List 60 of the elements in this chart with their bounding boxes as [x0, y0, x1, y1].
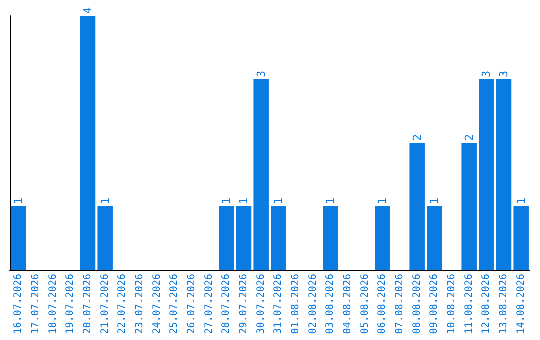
bar: [219, 206, 234, 270]
x-tick-label: 20.07.2026: [82, 274, 94, 334]
bar: [479, 80, 494, 270]
x-tick-label: 04.08.2026: [342, 274, 354, 334]
bar: [375, 206, 390, 270]
data-label: 3: [498, 70, 510, 78]
bar: [80, 16, 96, 270]
bar: [514, 206, 529, 270]
x-tick-label: 28.07.2026: [221, 274, 232, 334]
data-label: 1: [514, 198, 528, 204]
data-label: 1: [272, 198, 286, 204]
bar: [271, 206, 286, 270]
bar: [496, 80, 512, 270]
x-tick-label: 01.08.2026: [290, 274, 302, 334]
x-tick-label: 27.07.2026: [204, 274, 215, 334]
data-label: 1: [220, 198, 234, 204]
x-tick-label: 09.08.2026: [429, 274, 440, 334]
data-label: 1: [12, 198, 26, 204]
data-label: 1: [324, 198, 338, 204]
bar: [236, 206, 252, 270]
x-tick-label: 05.08.2026: [360, 274, 371, 334]
x-tick-label: 24.07.2026: [152, 274, 163, 334]
data-label: 4: [82, 7, 94, 14]
bar: [427, 206, 442, 270]
data-label: 1: [376, 198, 390, 204]
bar: [254, 80, 269, 270]
x-tick-label: 29.07.2026: [238, 274, 250, 334]
data-label: 1: [98, 198, 112, 204]
data-label: 1: [238, 198, 250, 204]
x-tick-label: 21.07.2026: [100, 274, 111, 334]
x-tick-label: 13.08.2026: [498, 274, 510, 334]
data-label: 2: [462, 134, 476, 141]
x-tick-label: 19.07.2026: [65, 274, 76, 334]
x-tick-label: 17.07.2026: [30, 274, 42, 334]
x-tick-label: 03.08.2026: [325, 274, 336, 334]
x-tick-label: 11.08.2026: [464, 274, 475, 334]
x-tick-label: 31.07.2026: [273, 274, 284, 334]
x-tick-label: 23.07.2026: [134, 274, 146, 334]
data-label: 1: [428, 198, 442, 204]
x-tick-label: 25.07.2026: [169, 274, 180, 334]
bar: [410, 143, 425, 270]
x-tick-label: 02.08.2026: [308, 274, 319, 334]
bar: [323, 206, 338, 270]
x-tick-label: 07.08.2026: [394, 274, 406, 334]
x-tick-label: 10.08.2026: [446, 274, 458, 334]
x-tick-label: 06.08.2026: [377, 274, 388, 334]
x-tick-label: 22.07.2026: [117, 274, 128, 334]
x-tick-label: 08.08.2026: [412, 274, 423, 334]
bar: [462, 143, 477, 270]
x-tick-label: 14.08.2026: [516, 274, 527, 334]
bar: [98, 206, 113, 270]
x-tick-label: 16.07.2026: [13, 274, 24, 334]
x-tick-label: 26.07.2026: [186, 274, 198, 334]
bar: [11, 206, 26, 270]
data-label: 2: [410, 134, 424, 141]
data-label: 3: [480, 70, 494, 78]
data-label: 3: [254, 70, 268, 78]
x-tick-label: 12.08.2026: [481, 274, 492, 334]
x-tick-label: 18.07.2026: [48, 274, 59, 334]
x-tick-label: 30.07.2026: [256, 274, 267, 334]
